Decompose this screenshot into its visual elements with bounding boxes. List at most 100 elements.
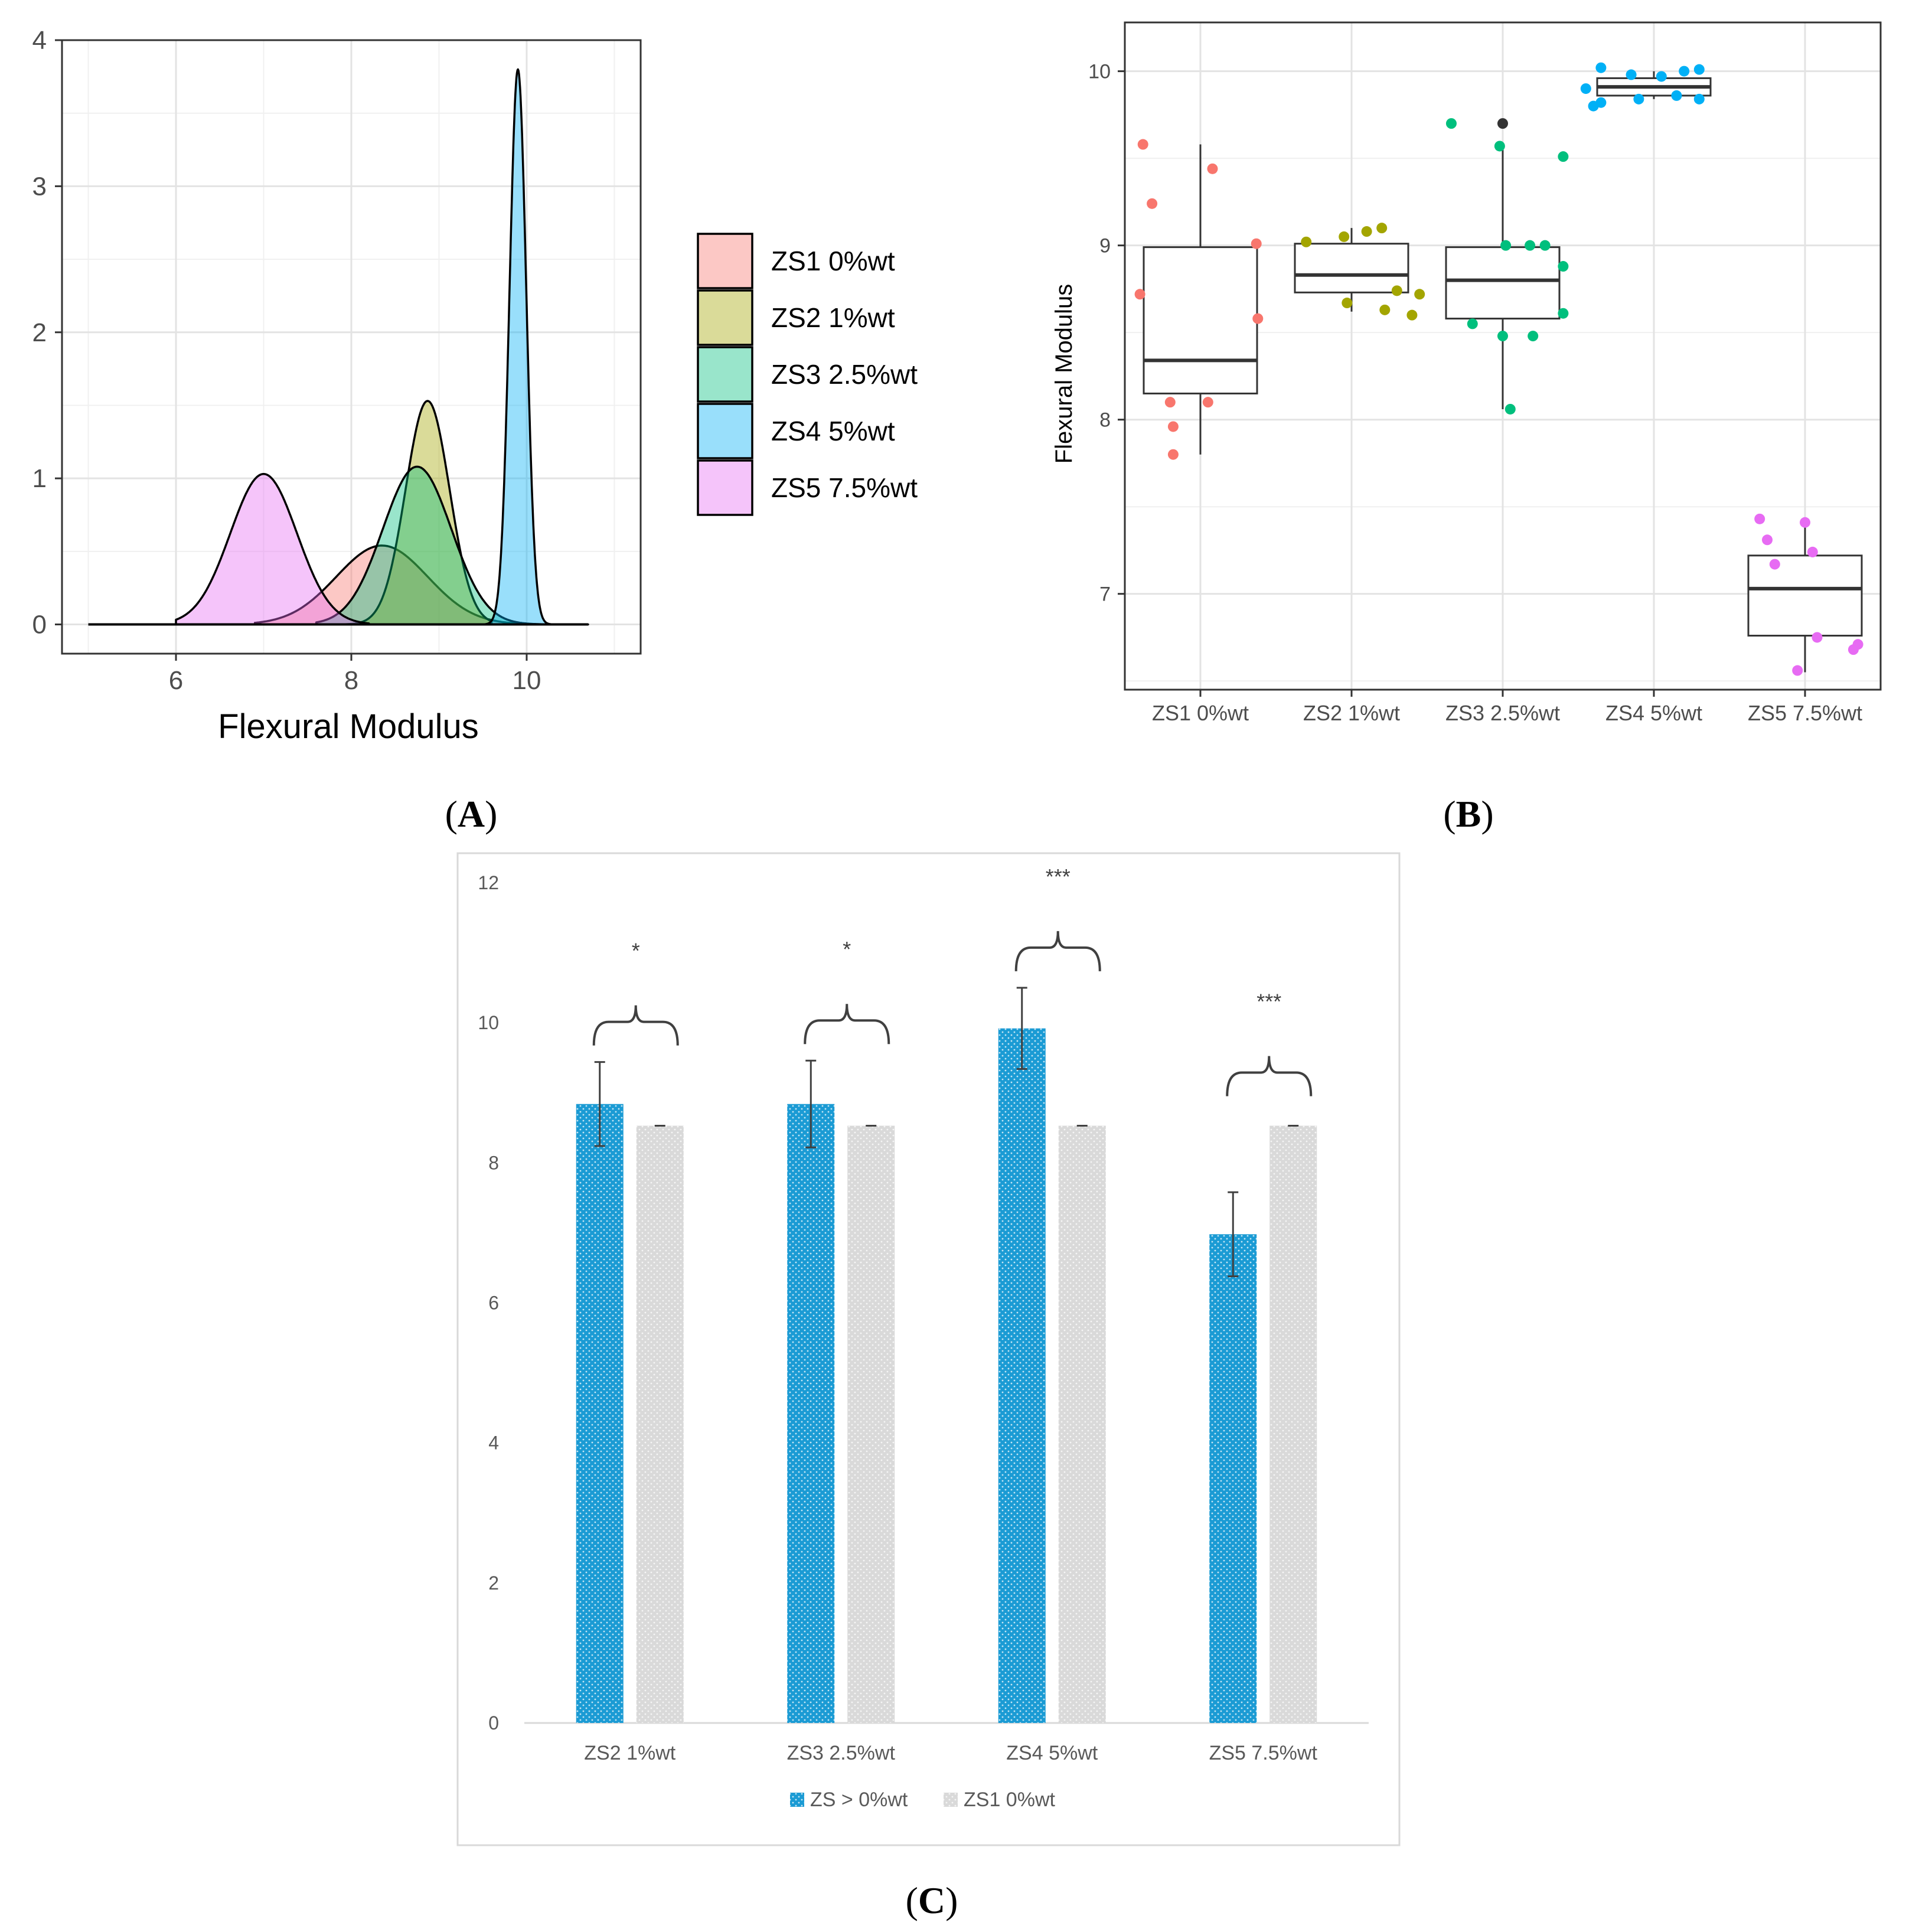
legend-key-series-2 (697, 289, 753, 346)
panel-label-a: (A) (445, 793, 498, 835)
data-point-group-5 (1762, 534, 1773, 546)
outlier-point (1497, 118, 1508, 129)
data-point-group-2 (1414, 289, 1425, 300)
panel-c-bar-chart: 0 2 4 6 8 10 12 ZS2 1%wt * ZS3 2.5%wt * ZS4 5%wt ***… (456, 852, 1401, 1846)
bar-zs-1 (576, 1104, 624, 1723)
y-tick-label-c: 6 (488, 1293, 499, 1314)
panel-label-b: (B) (1443, 793, 1493, 835)
data-point-group-4 (1633, 93, 1644, 105)
data-point-group-3 (1494, 141, 1505, 152)
panel-a-density-chart: 6 8 10 0 1 2 3 4 Flexural Modulus ZS1 0%wt ZS2 1%w… (32, 26, 918, 746)
data-point-group-3 (1528, 331, 1539, 342)
y-tick-label-a: 3 (32, 172, 47, 201)
data-point-group-1 (1137, 139, 1148, 150)
y-tick-label-c: 4 (488, 1432, 499, 1454)
y-tick-label-b: 10 (1088, 61, 1111, 83)
data-point-group-1 (1167, 421, 1179, 432)
x-axis-title-a: Flexural Modulus (218, 707, 479, 746)
density-area-series-2 (341, 400, 493, 626)
legend-label-series-3: ZS3 2.5%wt (771, 359, 918, 390)
y-tick-label-a: 4 (32, 26, 47, 55)
bar-zs1-1 (636, 1125, 684, 1723)
y-tick-label-a: 2 (32, 318, 47, 347)
panel-label-b-letter: B (1456, 793, 1481, 835)
panel-label-c-letter: C (918, 1879, 945, 1921)
y-tick-label-c: 2 (488, 1572, 499, 1594)
x-tick-label-a: 10 (512, 666, 541, 695)
x-tick-label-b: ZS1 0%wt (1152, 701, 1249, 725)
data-point-group-5 (1800, 517, 1810, 528)
x-tick-label-b: ZS4 5%wt (1605, 701, 1702, 725)
box-2 (1294, 243, 1409, 293)
bar-zs-2 (787, 1104, 835, 1723)
data-point-group-4 (1671, 90, 1682, 101)
data-point-group-3 (1539, 240, 1551, 251)
data-point-group-4 (1580, 83, 1591, 94)
bar-zs1-3 (1058, 1125, 1106, 1723)
data-point-group-1 (1164, 397, 1176, 408)
y-tick-label-a: 1 (32, 464, 47, 493)
bar-zs1-4 (1269, 1125, 1317, 1723)
legend-key-series-1 (697, 233, 753, 289)
bar-zs-4 (1209, 1234, 1257, 1723)
y-tick-label-b: 7 (1099, 583, 1111, 606)
x-tick-label-b: ZS3 2.5%wt (1445, 701, 1560, 725)
box-5 (1747, 554, 1863, 637)
legend-label-c-1: ZS1 0%wt (964, 1789, 1055, 1811)
data-point-group-5 (1769, 559, 1780, 570)
x-tick-label-a: 8 (344, 666, 358, 695)
data-point-group-2 (1391, 285, 1402, 296)
legend-label-series-4: ZS4 5%wt (771, 416, 895, 446)
data-point-group-2 (1301, 236, 1312, 247)
data-point-group-4 (1626, 69, 1637, 80)
data-point-group-3 (1467, 318, 1478, 329)
significance-brace (1014, 931, 1101, 971)
legend-key-c-1 (944, 1793, 958, 1807)
data-point-group-2 (1339, 231, 1350, 242)
y-tick-label-c: 0 (488, 1712, 499, 1734)
legend-key-bg (697, 233, 753, 289)
data-point-group-3 (1500, 240, 1512, 251)
significance-marker: * (632, 939, 640, 963)
legend-key-bg (697, 289, 753, 346)
data-point-group-5 (1807, 546, 1818, 557)
legend-key-bg (697, 459, 753, 516)
data-point-group-5 (1812, 632, 1823, 643)
box-3 (1445, 246, 1561, 320)
legend-label-series-5: ZS5 7.5%wt (771, 472, 918, 503)
panel-label-a-letter: A (458, 793, 485, 835)
x-tick-label-c: ZS4 5%wt (1006, 1742, 1098, 1764)
y-axis-title-b: Flexural Modulus (1051, 284, 1077, 464)
data-point-group-1 (1251, 238, 1262, 249)
data-point-group-5 (1754, 513, 1765, 524)
data-point-group-2 (1342, 298, 1353, 309)
data-point-group-3 (1445, 118, 1457, 129)
data-point-group-4 (1595, 97, 1607, 108)
legend-label-series-2: ZS2 1%wt (771, 302, 895, 333)
legend-key-series-4 (697, 403, 753, 459)
data-point-group-3 (1525, 240, 1536, 251)
y-tick-label-c: 12 (478, 872, 499, 893)
significance-marker: *** (1046, 864, 1071, 889)
data-point-group-1 (1134, 289, 1145, 300)
data-point-group-5 (1792, 665, 1803, 676)
box-1 (1143, 246, 1258, 394)
legend-key-bg (697, 346, 753, 403)
data-point-group-3 (1558, 261, 1569, 272)
x-tick-label-b: ZS2 1%wt (1303, 701, 1400, 725)
data-point-group-4 (1693, 64, 1705, 75)
y-tick-label-c: 8 (488, 1152, 499, 1173)
data-point-group-1 (1252, 313, 1264, 324)
significance-marker: * (843, 937, 851, 961)
data-point-group-1 (1167, 449, 1179, 460)
significance-marker: *** (1256, 989, 1281, 1013)
legend-key-series-3 (697, 346, 753, 403)
legend-label-series-1: ZS1 0%wt (771, 246, 895, 276)
data-point-group-5 (1848, 644, 1859, 655)
x-tick-label-c: ZS5 7.5%wt (1209, 1742, 1318, 1764)
density-area-series-5 (175, 472, 370, 626)
bar-zs-3 (998, 1028, 1046, 1723)
x-tick-label-b: ZS5 7.5%wt (1748, 701, 1862, 725)
data-point-group-4 (1595, 62, 1607, 73)
